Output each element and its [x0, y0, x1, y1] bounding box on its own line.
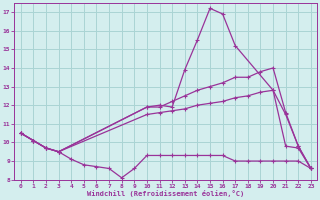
X-axis label: Windchill (Refroidissement éolien,°C): Windchill (Refroidissement éolien,°C)	[87, 190, 244, 197]
